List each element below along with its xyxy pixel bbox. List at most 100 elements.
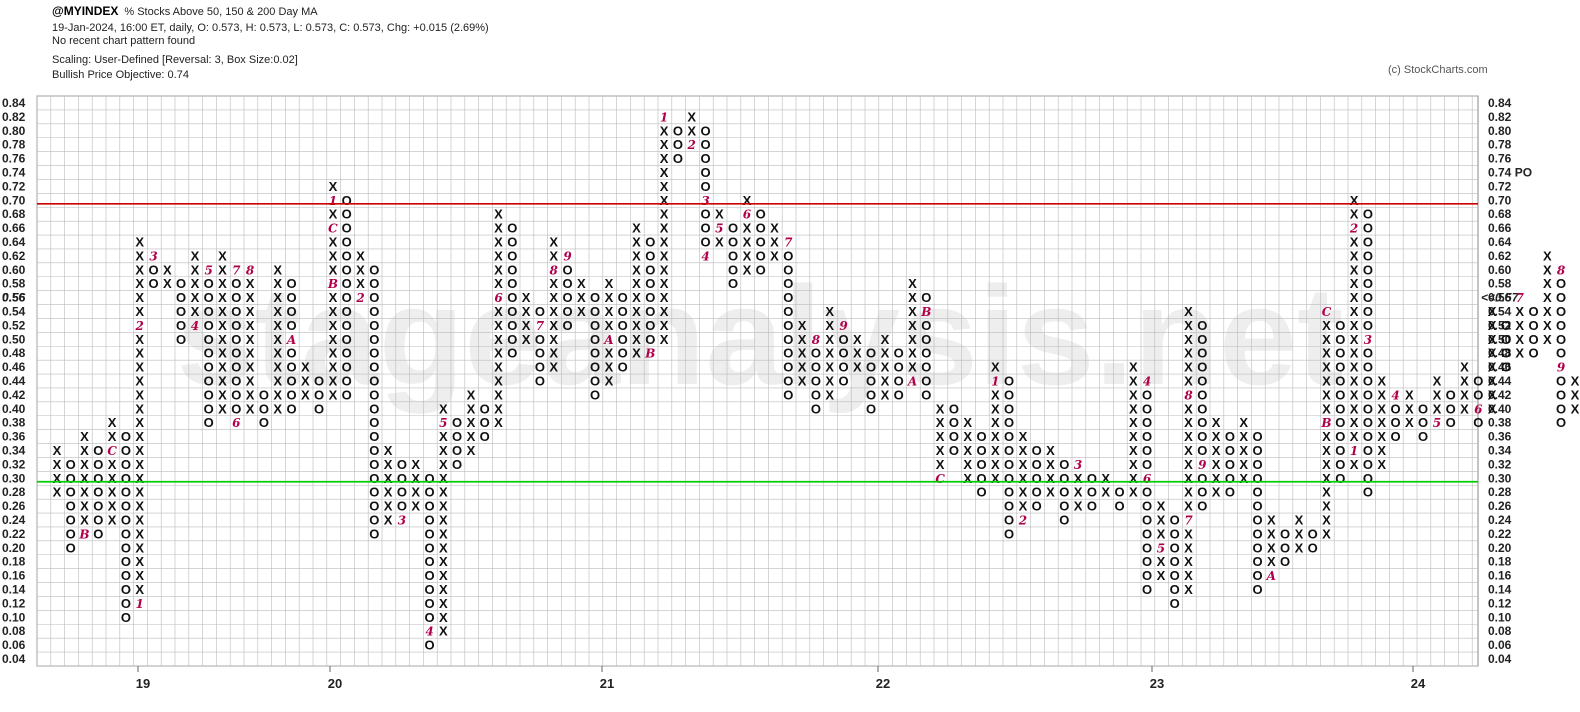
x-box: X [1046,471,1055,486]
o-box: O [1004,499,1014,514]
x-box: X [1267,513,1276,528]
o-box: O [286,290,296,305]
x-box: X [329,374,338,389]
x-box: X [439,471,448,486]
x-box: X [439,485,448,500]
o-box: O [66,499,76,514]
x-box: X [1322,429,1331,444]
x-box: X [329,262,338,277]
o-box: O [1363,207,1373,222]
y-tick-left: 0.56 [2,291,26,305]
y-tick-right: 0.70 [1488,193,1512,207]
x-box: X [135,540,144,555]
o-box: O [1142,526,1152,541]
x-box: X [632,332,641,347]
x-box: X [273,346,282,361]
o-box: O [1252,554,1262,569]
y-tick-right: 0.44 [1488,374,1512,388]
x-box: X [660,137,669,152]
o-box: O [1363,457,1373,472]
x-box: X [1239,429,1248,444]
o-box: O [1252,568,1262,583]
x-box: X [549,332,558,347]
o-box: O [1142,568,1152,583]
o-box: O [397,499,407,514]
month-marker: 6 [743,208,752,222]
x-box: X [1019,429,1028,444]
o-box: O [231,276,241,291]
x-box: X [1488,374,1497,389]
o-box: O [314,387,324,402]
x-box: X [1184,401,1193,416]
x-box: X [549,346,558,361]
x-box: X [1350,401,1359,416]
x-box: X [1405,415,1414,430]
x-box: X [135,248,144,263]
o-box: O [1142,443,1152,458]
x-box: X [936,457,945,472]
o-box: O [1142,429,1152,444]
o-box: O [121,568,131,583]
x-box: X [1543,262,1552,277]
o-box: O [1556,415,1566,430]
x-box: X [1157,499,1166,514]
o-box: O [1363,485,1373,500]
o-box: O [369,499,379,514]
x-box: X [135,443,144,458]
x-box: X [1322,471,1331,486]
y-tick-right: 0.42 [1488,388,1512,402]
o-box: O [1087,471,1097,486]
x-box: X [329,179,338,194]
o-box: O [1418,415,1428,430]
x-box: X [439,499,448,514]
x-box: X [218,346,227,361]
y-tick-left: 0.78 [2,138,26,152]
x-box: X [1488,387,1497,402]
x-box: X [135,235,144,250]
o-box: O [204,276,214,291]
x-box: X [991,387,1000,402]
x-box: X [1129,471,1138,486]
x-box: X [1350,304,1359,319]
x-box: X [1377,429,1386,444]
o-box: O [397,485,407,500]
o-box: O [700,137,710,152]
x-box: X [218,304,227,319]
x-box: X [218,401,227,416]
y-tick-right: 0.54 [1488,305,1512,319]
o-box: O [93,499,103,514]
o-box: O [866,401,876,416]
x-box: X [660,123,669,138]
o-box: O [204,304,214,319]
x-box: X [881,374,890,389]
x-box: X [825,360,834,375]
o-box: O [1556,401,1566,416]
o-box: O [1197,401,1207,416]
x-tick-label: 23 [1150,676,1164,691]
o-box: O [1170,526,1180,541]
o-box: O [1335,387,1345,402]
x-box: X [494,374,503,389]
x-box: X [1350,429,1359,444]
x-box: X [439,582,448,597]
o-box: O [535,374,545,389]
o-box: O [231,401,241,416]
o-box: O [1170,554,1180,569]
o-box: O [1087,485,1097,500]
y-tick-right: 0.52 [1488,318,1512,332]
x-box: X [246,304,255,319]
x-box: X [1212,443,1221,458]
x-box: X [660,332,669,347]
o-box: O [1363,443,1373,458]
x-box: X [1543,290,1552,305]
x-box: X [1239,457,1248,472]
o-box: O [231,360,241,375]
o-box: O [1363,401,1373,416]
x-box: X [163,262,172,277]
o-box: O [1363,429,1373,444]
o-box: O [342,304,352,319]
month-marker: 1 [136,597,144,611]
y-tick-left: 0.24 [2,513,26,527]
x-box: X [1488,346,1497,361]
